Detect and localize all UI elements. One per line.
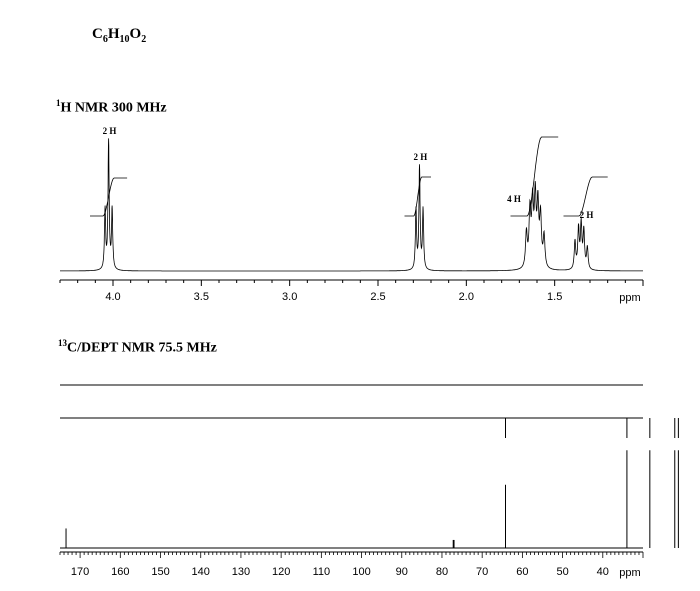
h-spectrum-trace xyxy=(60,138,643,272)
peak-integration-label: 4 H xyxy=(507,194,521,204)
c-tick-label: 80 xyxy=(436,566,448,578)
h-tick-label: 4.0 xyxy=(105,291,120,303)
c-tick-label: 70 xyxy=(476,566,488,578)
peak-integration-label: 2 H xyxy=(580,210,594,220)
integral-curve xyxy=(563,176,608,217)
h-tick-label: 1.5 xyxy=(547,291,562,303)
peak-integration-label: 2 H xyxy=(103,126,117,136)
c-tick-label: 130 xyxy=(232,566,250,578)
integral-curve xyxy=(510,136,559,217)
h-nmr-chart: 4.0 3.5 3.0 2.5 2.0 1.5 ppm 2 H 2 H 4 H 2 H xyxy=(59,126,644,304)
h-tick-label: 2.0 xyxy=(459,291,474,303)
c-tick-label: 140 xyxy=(192,566,210,578)
c-axis-title: ppm xyxy=(619,567,640,579)
c-tick-label: 160 xyxy=(111,566,129,578)
peak-integration-label: 2 H xyxy=(414,152,428,162)
h-tick-label: 2.5 xyxy=(370,291,385,303)
c-nmr-chart: 170 160 150 140 130 120 110 100 90 80 70 60 50 40 ppm xyxy=(59,384,679,579)
molecular-formula: C6H10O2 xyxy=(92,26,147,45)
c-tick-label: 90 xyxy=(396,566,408,578)
h-tick-label: 3.0 xyxy=(282,291,297,303)
c-tick-label: 60 xyxy=(516,566,528,578)
h-tick-label: 3.5 xyxy=(194,291,209,303)
c-tick-label: 100 xyxy=(352,566,370,578)
c-tick-label: 40 xyxy=(597,566,609,578)
c-tick-label: 110 xyxy=(313,566,331,578)
c-tick-label: 150 xyxy=(151,566,169,578)
c-nmr-title: 13C/DEPT NMR 75.5 MHz xyxy=(58,338,217,356)
h-axis-title: ppm xyxy=(619,292,640,304)
integral-curve xyxy=(90,177,128,217)
integral-curve xyxy=(404,176,431,217)
c-tick-label: 170 xyxy=(71,566,89,578)
h-nmr-title: 1H NMR 300 MHz xyxy=(56,98,167,116)
c-tick-label: 50 xyxy=(556,566,568,578)
c-tick-label: 120 xyxy=(272,566,290,578)
